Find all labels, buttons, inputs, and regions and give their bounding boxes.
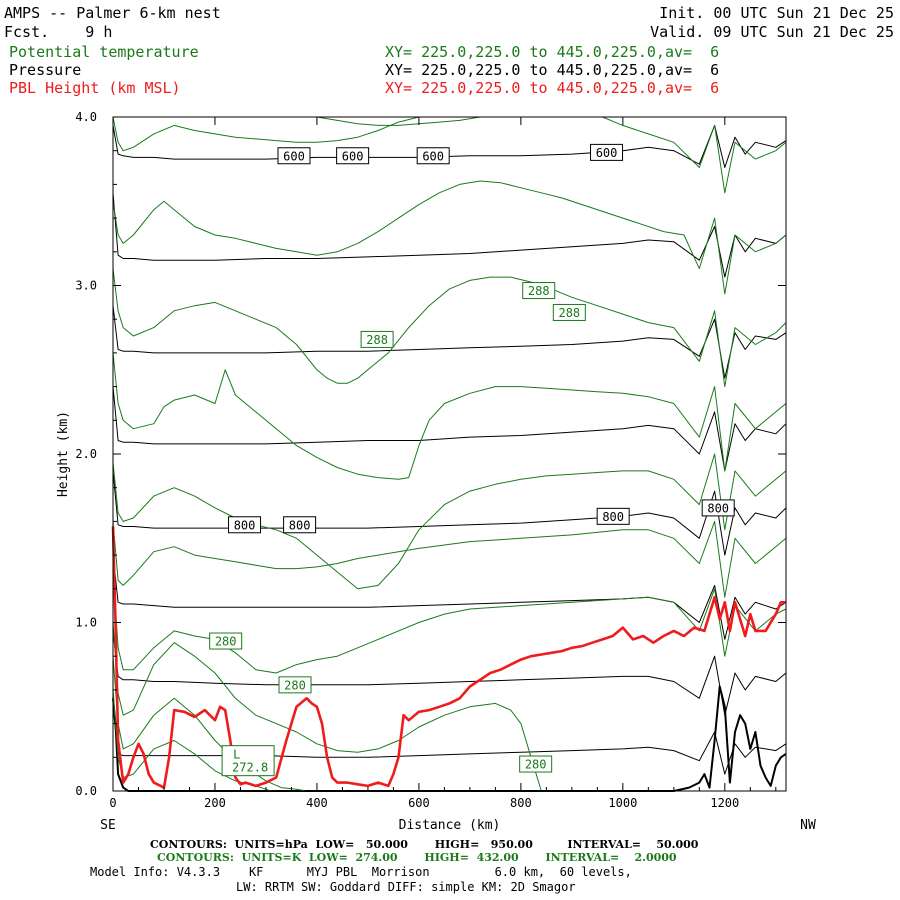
contour-label: 280 <box>525 758 547 772</box>
contour-label: 800 <box>289 518 311 532</box>
contour-label-box <box>596 507 630 525</box>
x-tick-label: 200 <box>204 796 226 810</box>
series-pressure-900-hpa <box>112 706 787 775</box>
series-theta-284-k <box>112 453 787 590</box>
contour-label-box <box>552 303 586 321</box>
contour-label-box <box>416 147 450 165</box>
forecast-hour: Fcst. 9 h <box>4 23 113 41</box>
contour-label-box <box>228 516 262 534</box>
contour-label: 800 <box>602 510 624 524</box>
contour-label: 280 <box>215 635 237 649</box>
x-tick-label: 800 <box>510 796 532 810</box>
contour-label-box <box>701 499 735 517</box>
series-pressure-800-hpa <box>112 555 787 640</box>
y-tick-label: 2.0 <box>75 447 97 461</box>
contour-label: 288 <box>528 284 550 298</box>
series-pressure-550-hpa <box>112 124 787 168</box>
contour-label-box <box>278 676 312 694</box>
contour-label: 600 <box>596 146 618 160</box>
model-title: AMPS -- Palmer 6-km nest <box>4 4 221 22</box>
x-tick-label: 0 <box>109 796 116 810</box>
contour-label-box <box>336 147 370 165</box>
y-tick-label: 4.0 <box>75 110 97 124</box>
contour-label: 800 <box>234 518 256 532</box>
contour-label-box <box>209 632 243 650</box>
series-theta-288-k <box>112 268 787 388</box>
y-axis-label: Height (km) <box>56 411 71 497</box>
contour-label: 600 <box>283 149 305 163</box>
contour-label-box <box>590 143 624 161</box>
contour-label-box <box>360 330 394 348</box>
series-theta-276-k <box>112 656 307 792</box>
field-xy-potential-temperature: XY= 225.0,225.0 to 445.0,225.0,av= 6 <box>385 43 720 61</box>
low-marker-value: 272.8 <box>232 761 268 775</box>
series-pressure-700-hpa <box>112 386 787 472</box>
x-tick-label: 1200 <box>710 796 739 810</box>
contour-label: 288 <box>558 306 580 320</box>
series-pressure-750-hpa <box>112 470 787 556</box>
x-tick-label: 600 <box>408 796 430 810</box>
y-tick-label: 1.0 <box>75 616 97 630</box>
contour-label: 800 <box>707 501 729 515</box>
init-time: Init. 00 UTC Sun 21 Dec 25 <box>659 4 894 22</box>
series-theta-290-k <box>112 180 787 295</box>
y-tick-label: 0.0 <box>75 784 97 798</box>
low-marker-box <box>221 745 275 777</box>
field-name-pbl-height: PBL Height (km MSL) <box>9 79 181 97</box>
x-tick-label: 1000 <box>608 796 637 810</box>
contour-label: 280 <box>284 678 306 692</box>
contour-label-box <box>283 516 317 534</box>
series-theta-286-k <box>112 352 787 480</box>
footer-contours-theta: CONTOURS: UNITS=K LOW= 274.00 HIGH= 432.… <box>157 851 677 864</box>
contour-label-box <box>519 755 553 773</box>
footer-contours-pressure: CONTOURS: UNITS=hPa LOW= 50.000 HIGH= 95… <box>150 838 699 851</box>
cross-section-chart: 600 600 600 600 288 288 288 800 800 800 800 280 280 2… <box>56 110 816 833</box>
contour-label-box <box>522 282 556 300</box>
series-theta-294-k <box>316 116 700 126</box>
field-xy-pbl-height: XY= 225.0,225.0 to 445.0,225.0,av= 6 <box>385 79 720 97</box>
series-theta-282-k <box>112 520 787 598</box>
left-end-label: SE <box>100 818 116 833</box>
footer-physics: LW: RRTM SW: Goddard DIFF: simple KM: 2D… <box>236 880 576 894</box>
contour-label: 600 <box>422 149 444 163</box>
contour-label-box <box>277 147 311 165</box>
series-pressure-650-hpa <box>112 305 787 379</box>
series-theta-278-k <box>112 622 542 792</box>
series-pbl-height <box>111 526 786 789</box>
x-tick-label: 400 <box>306 796 328 810</box>
y-tick-label: 3.0 <box>75 279 97 293</box>
valid-time: Valid. 09 UTC Sun 21 Dec 25 <box>650 23 894 41</box>
low-marker-symbol: L <box>233 748 240 762</box>
series-theta-280-k <box>112 571 787 674</box>
x-axis-label: Distance (km) <box>399 818 501 833</box>
footer-model-info: Model Info: V4.3.3 KF MYJ PBL Morrison 6… <box>90 865 632 879</box>
field-name-pressure: Pressure <box>9 61 82 79</box>
contour-label: 288 <box>366 333 388 347</box>
field-name-potential-temperature: Potential temperature <box>9 43 199 61</box>
field-xy-pressure: XY= 225.0,225.0 to 445.0,225.0,av= 6 <box>385 61 720 79</box>
contour-label: 600 <box>342 149 364 163</box>
plot-frame <box>112 116 787 792</box>
series-pressure-850-hpa <box>112 630 787 716</box>
right-end-label: NW <box>800 818 816 833</box>
